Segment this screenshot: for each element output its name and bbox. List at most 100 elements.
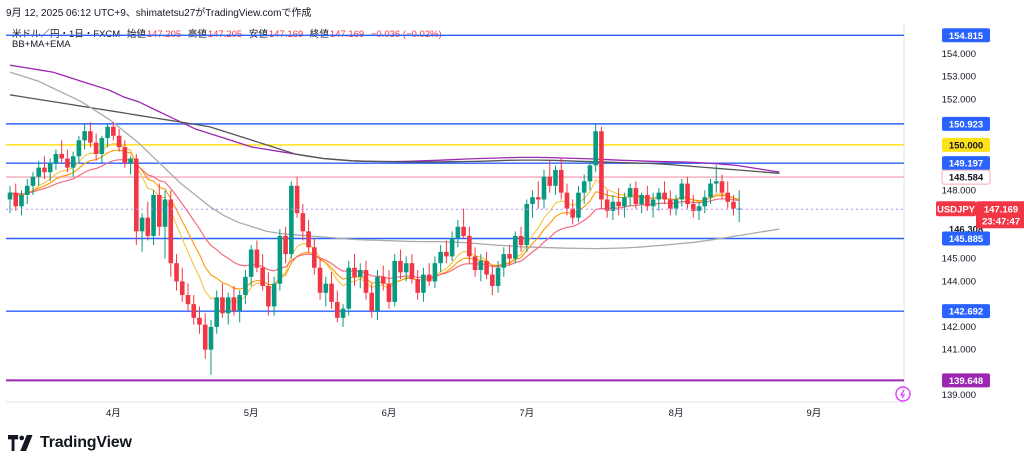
candle-body: [633, 188, 639, 205]
candle-body: [432, 263, 438, 282]
low-value: 147.169: [268, 29, 304, 40]
candle-body: [685, 183, 690, 205]
candle-body: [386, 283, 392, 302]
close-value: 147.169: [329, 29, 365, 40]
candle-body: [490, 274, 495, 286]
candle-body: [662, 192, 667, 200]
x-tick-label: 4月: [106, 408, 121, 419]
candle-body: [639, 194, 644, 205]
indicator-legend[interactable]: BB+MA+EMA: [12, 39, 71, 50]
bb-lower-line: [9, 71, 780, 250]
candle-body: [426, 274, 432, 282]
level-tag-bg: [942, 137, 990, 152]
y-tick-label: 148.000: [942, 185, 976, 196]
candle-body: [70, 156, 76, 168]
level-tag-label: 142.692: [949, 307, 983, 318]
y-tick-label: 144.000: [942, 276, 976, 287]
candle-body: [650, 199, 656, 207]
candle-body: [610, 201, 616, 211]
candle-body: [185, 295, 191, 305]
candle-body: [524, 204, 530, 245]
candle-body: [352, 267, 357, 277]
price-tag-bg: [976, 201, 1024, 229]
candle-body: [547, 176, 553, 186]
candle-body: [283, 235, 288, 255]
candle-body: [346, 267, 352, 309]
candle-body: [553, 169, 558, 186]
candle-body: [59, 153, 64, 159]
candle-body: [306, 231, 311, 248]
candle-body: [380, 276, 386, 284]
x-tick-label: 5月: [244, 408, 259, 419]
level-tag-label: 150.000: [949, 140, 983, 151]
level-tag-bg: [942, 28, 990, 43]
level-tag-bg: [942, 231, 990, 246]
price-tag-value: 147.169: [984, 204, 1018, 215]
chart-header: 9月 12, 2025 06:12 UTC+9、shimatetsu27がTra…: [6, 8, 312, 19]
candle-body: [357, 270, 363, 277]
candle-body: [116, 135, 122, 148]
brand-footer[interactable]: TradingView: [8, 434, 132, 452]
candle-body: [645, 194, 650, 207]
candle-body: [191, 304, 197, 318]
candle-body: [30, 176, 36, 186]
candle-body: [564, 192, 570, 209]
candle-body: [289, 185, 294, 255]
candle-body: [65, 158, 70, 168]
candle-body: [375, 276, 380, 311]
candle-body: [369, 292, 375, 311]
level-tag-bg: [942, 156, 990, 171]
ema-fast-line: [9, 143, 740, 304]
candle-body: [731, 201, 736, 209]
candle-body: [725, 192, 731, 202]
candle-body: [122, 147, 128, 164]
y-tick-label: 139.000: [942, 390, 976, 401]
candle-body: [225, 297, 231, 314]
level-tag-bg: [942, 304, 990, 319]
candle-body: [139, 217, 145, 232]
candle-body: [501, 254, 507, 268]
candle-body: [105, 126, 110, 139]
tradingview-logo-icon: [8, 435, 33, 451]
candle-body: [421, 274, 426, 293]
level-tag-label: 146.308: [949, 224, 983, 235]
high-value: 147.205: [207, 29, 243, 40]
candle-body: [277, 235, 283, 284]
level-tag-label: 145.885: [949, 234, 984, 245]
candle-body: [398, 260, 403, 273]
x-tick-label: 6月: [382, 408, 397, 419]
candle-body: [214, 297, 220, 327]
candle-body: [334, 301, 340, 318]
candle-body: [581, 181, 587, 193]
x-tick-label: 9月: [806, 408, 821, 419]
candle-body: [541, 176, 547, 200]
bb-mid-line: [9, 94, 780, 174]
candle-body: [673, 199, 679, 209]
level-tag-label: 150.923: [949, 119, 983, 130]
candle-body: [696, 206, 702, 211]
candle-body: [53, 153, 59, 164]
candle-body: [668, 199, 673, 209]
candle-body: [604, 199, 610, 211]
candle-body: [461, 226, 466, 236]
candle-body: [248, 249, 254, 277]
y-tick-label: 153.000: [942, 72, 976, 83]
level-tag-bg: [942, 373, 990, 388]
candle-body: [197, 317, 202, 325]
candle-body: [36, 167, 42, 177]
symbol-tag-bg: [936, 201, 976, 217]
candle-body: [271, 283, 277, 307]
candle-body: [535, 197, 541, 200]
level-tag-label: 148.584: [949, 173, 984, 184]
candle-body: [415, 279, 420, 293]
candle-body: [409, 263, 415, 280]
candle-body: [507, 254, 512, 259]
close-label: 終値: [309, 29, 329, 40]
candle-body: [593, 131, 598, 166]
symbol-tag-label: USDJPY: [937, 204, 976, 215]
level-tag-bg: [942, 116, 990, 131]
candle-body: [76, 140, 82, 157]
candle-body: [719, 181, 725, 193]
symbol-legend[interactable]: 米ドル／円・1日・FXCM 始値147.205 高値147.205 安値147.…: [12, 26, 442, 40]
